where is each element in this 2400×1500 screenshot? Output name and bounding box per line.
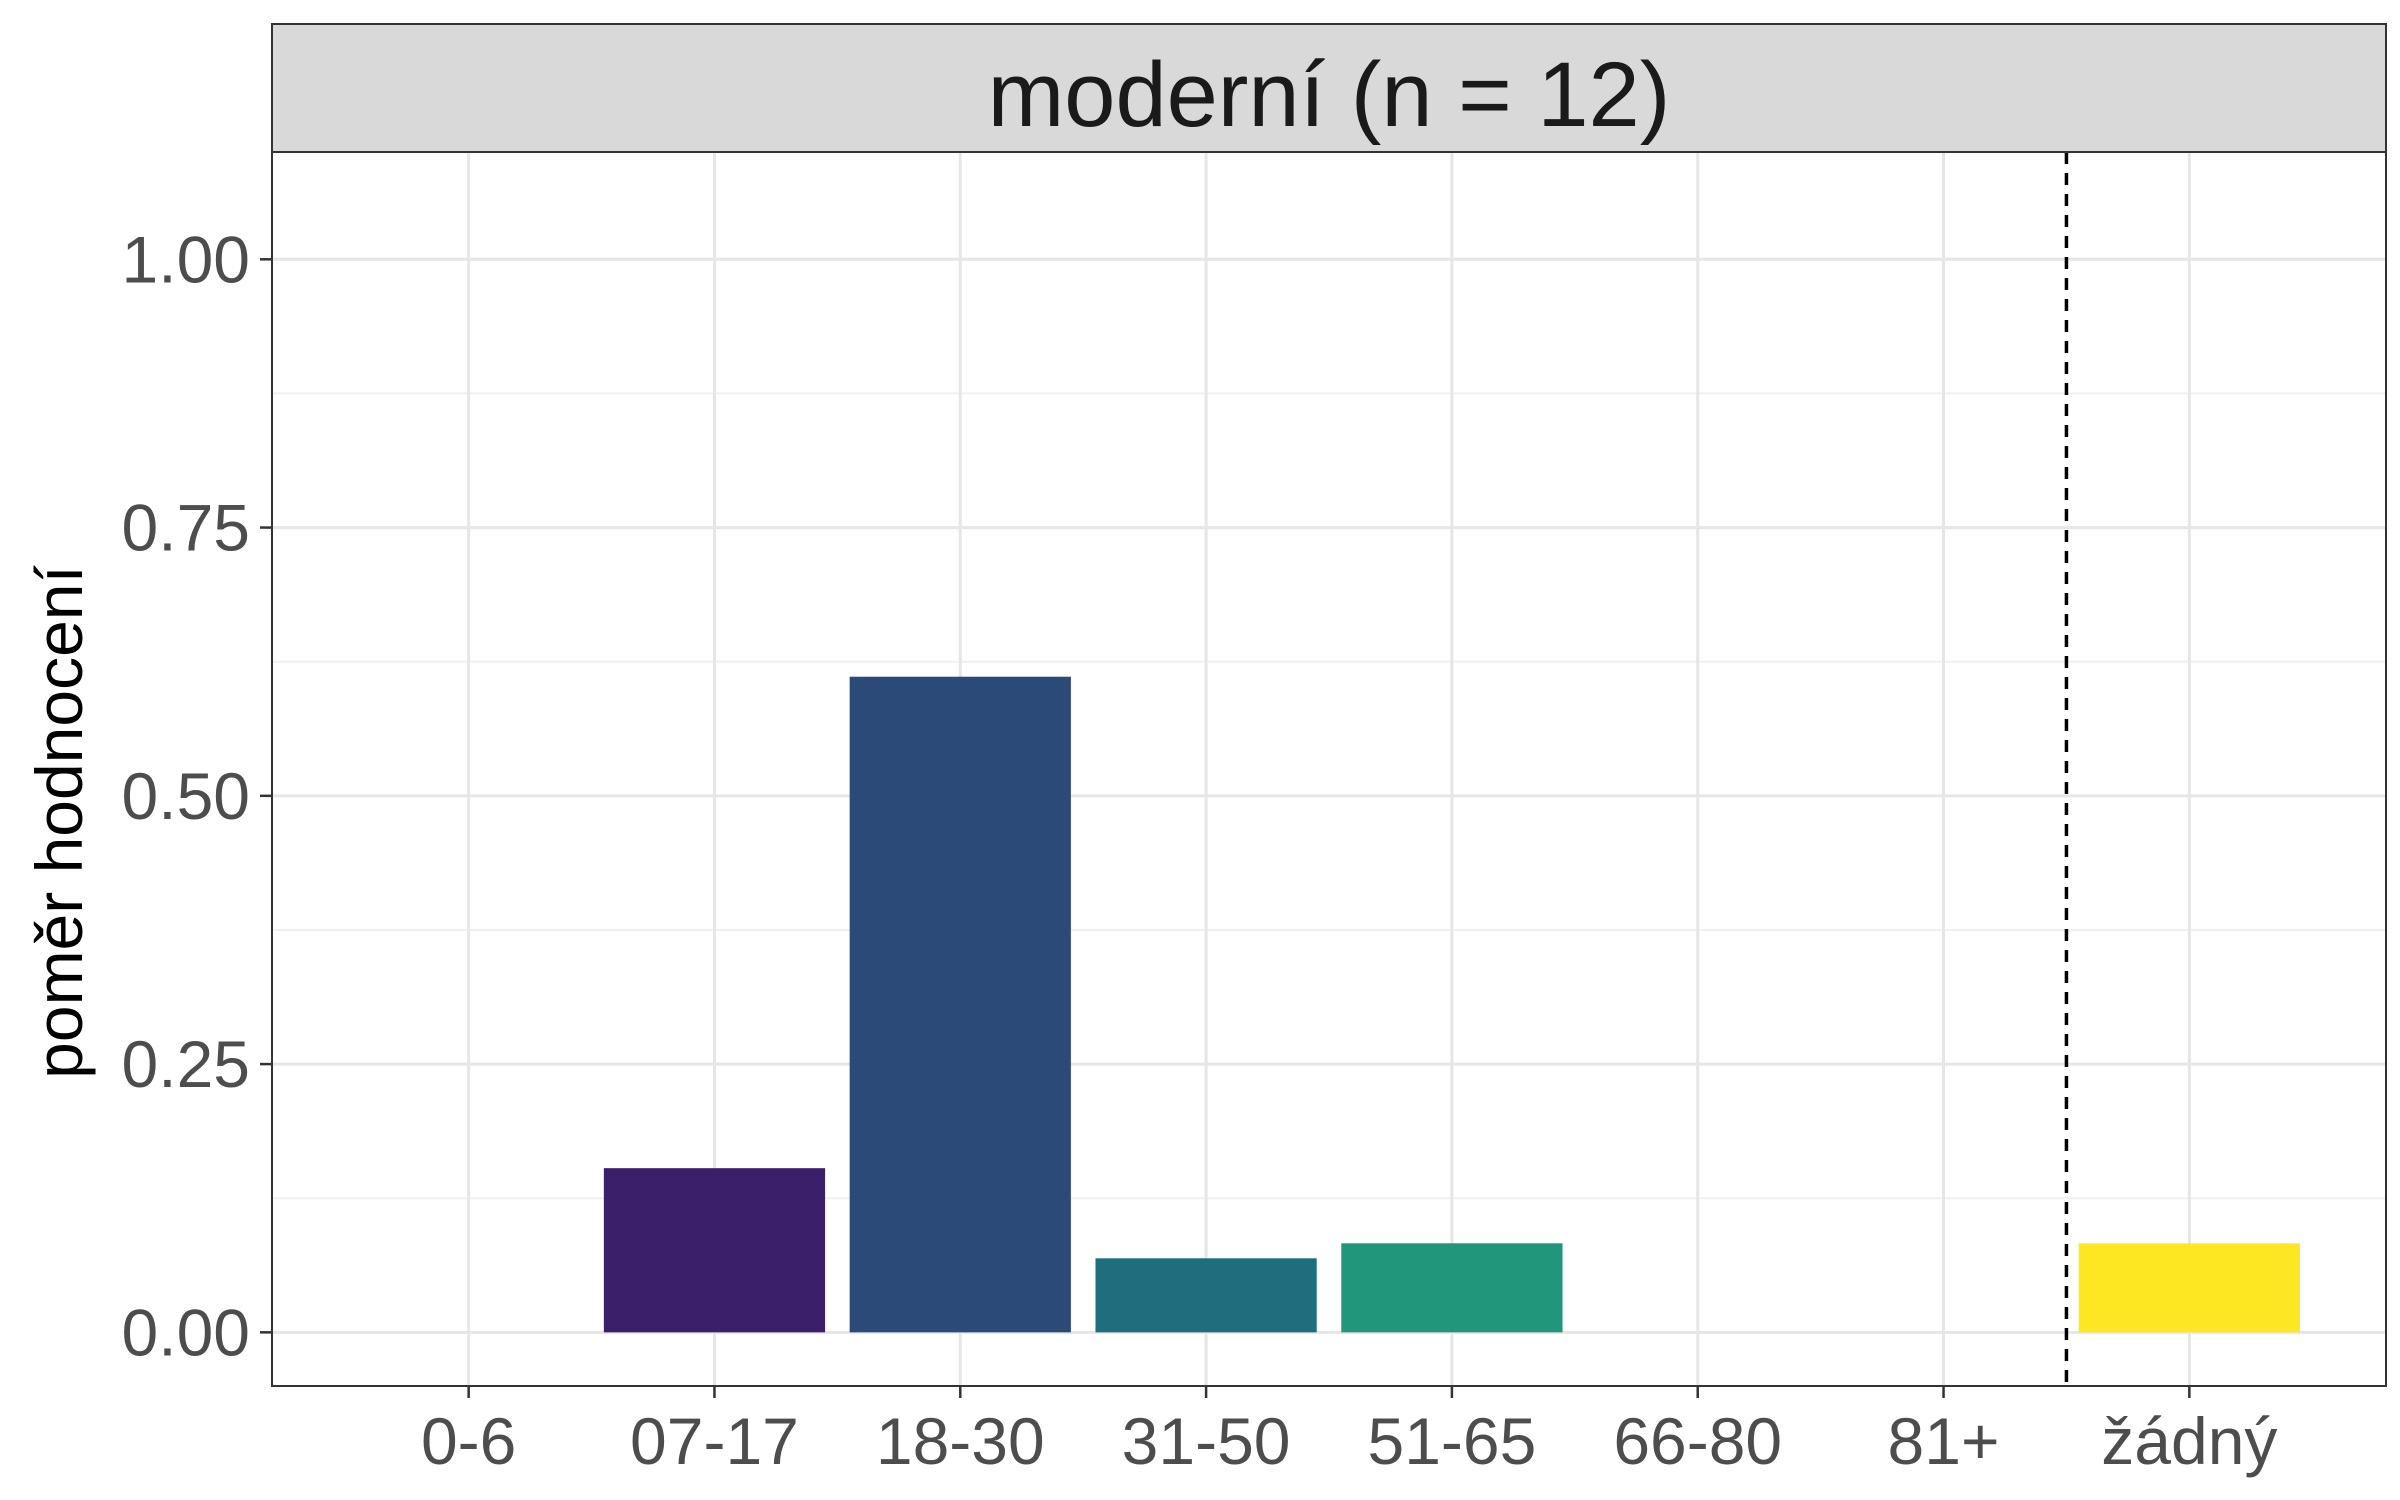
y-tick-label: 0.50 <box>122 759 250 833</box>
x-axis: 0-6 07-17 18-30 31-50 51-65 66-80 81+ žádný <box>421 1386 2277 1478</box>
bar-51-65 <box>1341 1243 1563 1333</box>
x-tick-label: 07-17 <box>630 1404 799 1478</box>
y-axis-title: poměr hodnocení <box>22 564 96 1078</box>
y-tick-label: 0.25 <box>122 1027 250 1101</box>
bar-žádný <box>2078 1243 2300 1333</box>
plot-panel-border <box>271 151 2387 1387</box>
x-tick-label: 66-80 <box>1613 1404 1782 1478</box>
bar-18-30 <box>849 676 1071 1333</box>
x-tick-label: 31-50 <box>1122 1404 1291 1478</box>
bar-07-17 <box>603 1168 826 1333</box>
y-tick-label: 1.00 <box>122 222 250 296</box>
x-tick-label: žádný <box>2101 1404 2277 1478</box>
bars <box>603 676 2300 1333</box>
bar-31-50 <box>1095 1258 1317 1333</box>
y-tick-label: 0.75 <box>122 491 250 565</box>
x-tick-label: 0-6 <box>421 1404 516 1478</box>
grid-lines <box>272 152 2386 1386</box>
x-tick-label: 81+ <box>1888 1404 2000 1478</box>
y-tick-label: 0.00 <box>122 1295 250 1369</box>
facet-strip <box>271 23 2387 153</box>
x-tick-label: 51-65 <box>1368 1404 1537 1478</box>
facet-title: moderní (n = 12) <box>988 44 1671 146</box>
x-tick-label: 18-30 <box>876 1404 1045 1478</box>
y-axis: 0.00 0.25 0.50 0.75 1.00 <box>122 222 272 1369</box>
